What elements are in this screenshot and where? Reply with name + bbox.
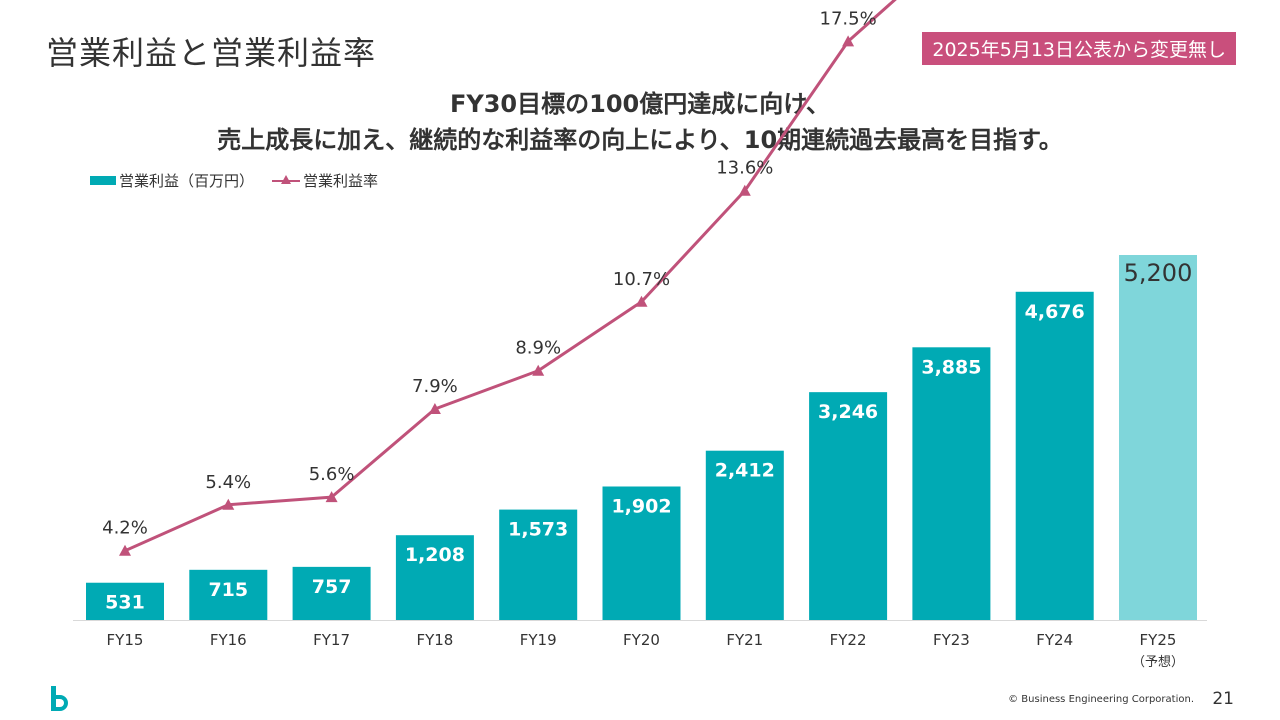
- x-tick-label: FY17: [313, 631, 350, 649]
- bar-value-label: 3,246: [818, 401, 878, 423]
- x-tick-label: FY15: [107, 631, 144, 649]
- x-tick-label: FY23: [933, 631, 970, 649]
- x-tick-label: FY25: [1140, 631, 1177, 649]
- margin-value-label: 13.6%: [716, 158, 773, 179]
- bar-value-label: 715: [208, 579, 248, 601]
- legend-bar-swatch: [90, 176, 116, 185]
- margin-marker: [635, 295, 648, 307]
- margin-marker: [738, 184, 751, 196]
- slide-title: 営業利益と営業利益率: [46, 34, 377, 72]
- margin-value-label: 10.7%: [613, 269, 670, 290]
- margin-marker: [119, 544, 131, 556]
- bar-fy23: [912, 347, 991, 620]
- bar-value-label: 1,573: [508, 519, 568, 541]
- bar-fy21: [705, 450, 784, 620]
- legend-line-swatch: [272, 175, 301, 185]
- margin-marker: [325, 491, 338, 503]
- chart-legend: 営業利益（百万円） 営業利益率: [90, 170, 378, 191]
- margin-value-label: 17.5%: [820, 8, 877, 29]
- legend-line-label: 営業利益率: [303, 172, 379, 190]
- bar-fy15: [86, 582, 164, 620]
- x-tick-label: FY18: [416, 631, 453, 649]
- margin-marker: [428, 403, 441, 415]
- bar-value-label: 1,208: [405, 544, 465, 566]
- x-tick-sublabel: （予想）: [1132, 654, 1184, 670]
- bar-fy25: [1119, 255, 1197, 620]
- margin-value-label: 4.2%: [102, 518, 148, 539]
- bar-value-label: 2,412: [715, 460, 775, 482]
- status-badge: 2025年5月13日公表から変更無し: [922, 32, 1236, 65]
- x-tick-label: FY16: [210, 631, 247, 649]
- x-tick-label: FY24: [1036, 631, 1073, 649]
- bar-value-label: 757: [312, 576, 352, 598]
- x-tick-label: FY19: [520, 631, 557, 649]
- margin-value-label: 8.9%: [515, 338, 561, 359]
- bar-value-label: 3,885: [921, 356, 981, 378]
- bar-fy18: [395, 535, 474, 620]
- margin-value-label: 5.4%: [205, 472, 251, 493]
- bar-fy22: [809, 392, 888, 620]
- bar-fy19: [499, 509, 578, 620]
- margin-marker: [842, 35, 855, 47]
- bar-value-label: 1,902: [611, 495, 671, 517]
- bar-value-label: 5,200: [1124, 259, 1193, 287]
- legend-bar-label: 営業利益（百万円）: [119, 172, 255, 190]
- margin-value-label: 7.9%: [412, 376, 458, 397]
- margin-marker: [222, 498, 235, 510]
- x-tick-label: FY20: [623, 631, 660, 649]
- page-number: 21: [1212, 689, 1234, 709]
- bar-fy16: [189, 569, 268, 620]
- copyright: © Business Engineering Corporation.: [1008, 694, 1194, 705]
- headline-line-1: FY30目標の100億円達成に向け、: [449, 90, 831, 118]
- margin-value-label: 5.6%: [309, 464, 355, 485]
- x-tick-label: FY21: [726, 631, 763, 649]
- margin-marker: [532, 364, 545, 376]
- x-tick-label: FY22: [830, 631, 867, 649]
- headline-line-2: 売上成長に加え、継続的な利益率の向上により、10期連続過去最高を目指す。: [217, 126, 1063, 154]
- company-logo-icon: [51, 686, 68, 711]
- bar-value-label: 531: [105, 592, 145, 614]
- headline: FY30目標の100億円達成に向け、 売上成長に加え、継続的な利益率の向上により…: [0, 86, 1280, 158]
- bar-value-label: 4,676: [1025, 301, 1085, 323]
- bar-fy20: [602, 486, 681, 620]
- bar-fy17: [292, 566, 371, 620]
- bar-fy24: [1015, 291, 1094, 620]
